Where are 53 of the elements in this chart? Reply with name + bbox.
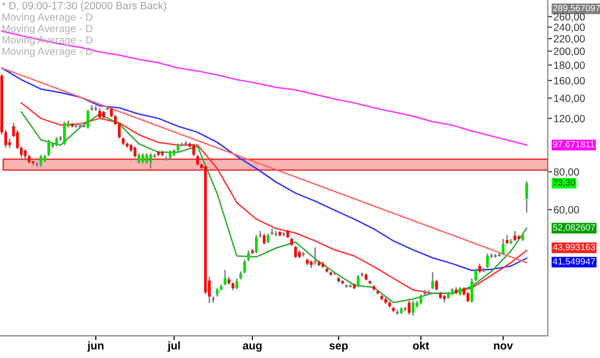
y-tick-label: 80,00 [554,168,580,177]
candlestick [412,300,414,316]
y-tick-label: 60,00 [554,206,580,215]
text: 52,082607 [553,224,595,232]
candlestick [98,107,102,120]
candlestick [466,291,470,303]
candlestick [266,232,270,244]
candlestick [502,238,505,256]
candlestick [431,271,434,290]
candlestick [55,136,58,148]
y-tick-label: 200,00 [554,48,585,56]
candlestick [478,262,482,274]
x-tick-label: nov [494,343,513,350]
candlestick [255,234,258,254]
text: 43,993163 [552,244,596,252]
y-tick-label: 120,00 [554,114,585,124]
candlestick [47,139,50,157]
candlestick [514,230,516,242]
candlestick [118,122,121,140]
candlestick [224,269,226,286]
candlestick [235,278,238,290]
x-tick-label: okt [412,341,430,350]
candlestick [149,152,152,170]
y-tick-label: 260,00 [554,13,585,22]
annotation: Moving Average - D [2,13,92,23]
text: 41,549947 [552,258,595,266]
y-tick-label: 140,00 [554,94,585,104]
x-tick-label: sep [329,343,348,352]
text: 73,30 [553,179,575,187]
candlestick [40,154,42,168]
candlestick [86,109,90,130]
chart-title: * D, 09:00-17:30 (20000 Bars Back) [2,2,166,12]
candlestick [196,154,199,166]
x-tick-label: jun [87,341,104,352]
y-tick-label: 180,00 [554,62,585,70]
y-tick-label: 240,00 [554,24,585,32]
candlestick [247,250,250,262]
candlestick [192,143,196,157]
text: 289,567097 [553,4,600,12]
candlestick [356,274,360,288]
candlestick [63,121,66,146]
x-tick-label: jul [167,341,180,352]
candlestick [294,245,297,259]
x-tick-label: aug [242,343,262,352]
candlestick [420,294,422,306]
text: 97,671811 [553,141,594,149]
annotation: Moving Average - D [2,24,92,34]
y-tick-label: 220,00 [554,35,585,44]
candlestick [408,300,411,316]
candlestick [470,278,474,304]
candlestick [4,129,8,148]
candlestick [486,252,489,269]
y-tick-label: 160,00 [554,77,585,86]
